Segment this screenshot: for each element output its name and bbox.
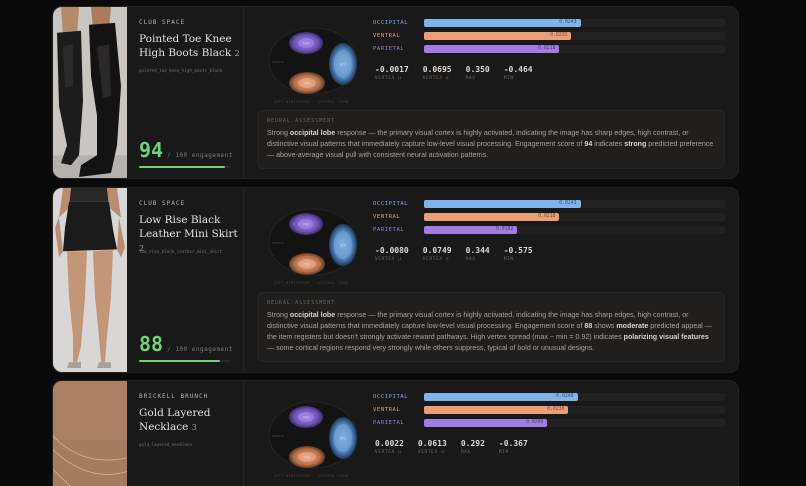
svg-text:LEFT HEMISPHERE · LATERAL VIEW: LEFT HEMISPHERE · LATERAL VIEW: [274, 100, 349, 104]
svg-text:OCC: OCC: [340, 244, 346, 248]
product-info: BRICKELL BRUNCH Gold Layered Necklace 3 …: [127, 381, 244, 486]
brain-diagram: PAR FRONTAL VEN OCC LEFT HEMISPHERE · LA…: [263, 202, 373, 288]
product-card[interactable]: CLUB SPACE Pointed Toe Knee High Boots B…: [52, 6, 739, 179]
product-title: Gold Layered Necklace 3: [139, 407, 211, 433]
product-title: Low Rise Black Leather Mini Skirt 2: [139, 214, 238, 253]
region-activation-bars: OCCIPITAL 0.0248 VENTRAL 0.0230 PARIETAL…: [373, 390, 725, 429]
brain-diagram: PAR FRONTAL VEN OCC LEFT HEMISPHERE · LA…: [263, 395, 373, 481]
vertex-metrics: -0.0017 VERTEX μ 0.0695 VERTEX σ 0.350 MAX …: [375, 65, 533, 81]
bar-ventral: VENTRAL 0.0233: [373, 29, 725, 42]
product-image-necklace: [53, 381, 127, 486]
svg-text:FRONTAL: FRONTAL: [272, 434, 285, 438]
engagement-score: 94 / 100 engagement: [139, 138, 233, 162]
svg-text:FRONTAL: FRONTAL: [272, 241, 285, 245]
neural-assessment-panel: NEURAL ASSESSMENT Strong occipital lobe …: [257, 292, 725, 362]
product-slug: gold_layered_necklace: [139, 442, 192, 447]
score-progress-bar: [139, 360, 231, 362]
product-card[interactable]: BRICKELL BRUNCH Gold Layered Necklace 3 …: [52, 380, 739, 486]
assessment-text: Strong occipital lobe response — the pri…: [267, 129, 714, 159]
product-image-skirt: [53, 188, 127, 372]
bar-ventral: VENTRAL 0.0230: [373, 403, 725, 416]
region-activation-bars: OCCIPITAL 0.0243 VENTRAL 0.0218 PARIETAL…: [373, 197, 725, 236]
bar-ventral: VENTRAL 0.0218: [373, 210, 725, 223]
engagement-score: 88 / 100 engagement: [139, 332, 233, 356]
venue-label: BRICKELL BRUNCH: [139, 393, 209, 400]
product-slug: low_rise_black_leather_mini_skirt: [139, 249, 223, 254]
venue-label: CLUB SPACE: [139, 200, 186, 207]
bar-occipital: OCCIPITAL 0.0243: [373, 16, 725, 29]
venue-label: CLUB SPACE: [139, 19, 186, 26]
vertex-metrics: -0.0080 VERTEX μ 0.0749 VERTEX σ 0.344 MAX …: [375, 246, 533, 262]
product-slug: pointed_toe_knee_high_boots_black: [139, 68, 223, 73]
region-activation-bars: OCCIPITAL 0.0243 VENTRAL 0.0233 PARIETAL…: [373, 16, 725, 55]
brain-diagram: PAR FRONTAL VEN OCC LEFT HEMISPHERE · LA…: [263, 21, 373, 107]
svg-text:PAR: PAR: [303, 223, 310, 227]
svg-text:LEFT HEMISPHERE · LATERAL VIEW: LEFT HEMISPHERE · LATERAL VIEW: [274, 281, 349, 285]
bar-occipital: OCCIPITAL 0.0243: [373, 197, 725, 210]
vertex-metrics: 0.0022 VERTEX μ 0.0613 VERTEX σ 0.292 MAX -…: [375, 439, 528, 455]
svg-text:OCC: OCC: [340, 63, 346, 67]
score-progress-bar: [139, 166, 231, 168]
neural-assessment-panel: NEURAL ASSESSMENT Strong occipital lobe …: [257, 110, 725, 169]
product-info: CLUB SPACE Low Rise Black Leather Mini S…: [127, 188, 244, 372]
svg-text:VEN: VEN: [304, 456, 310, 460]
svg-text:LEFT HEMISPHERE · LATERAL VIEW: LEFT HEMISPHERE · LATERAL VIEW: [274, 474, 349, 478]
bar-parietal: PARIETAL 0.0182: [373, 223, 725, 236]
svg-text:VEN: VEN: [304, 263, 310, 267]
svg-text:OCC: OCC: [340, 437, 346, 441]
svg-text:PAR: PAR: [303, 42, 310, 46]
product-image-boots: [53, 7, 127, 178]
product-card[interactable]: CLUB SPACE Low Rise Black Leather Mini S…: [52, 187, 739, 373]
svg-text:VEN: VEN: [304, 82, 310, 86]
product-info: CLUB SPACE Pointed Toe Knee High Boots B…: [127, 7, 244, 178]
svg-text:PAR: PAR: [303, 416, 310, 420]
product-title: Pointed Toe Knee High Boots Black 2: [139, 33, 240, 59]
bar-occipital: OCCIPITAL 0.0248: [373, 390, 725, 403]
bar-parietal: PARIETAL 0.0209: [373, 416, 725, 429]
bar-parietal: PARIETAL 0.0218: [373, 42, 725, 55]
svg-text:FRONTAL: FRONTAL: [272, 60, 285, 64]
assessment-text: Strong occipital lobe response — the pri…: [267, 311, 712, 352]
